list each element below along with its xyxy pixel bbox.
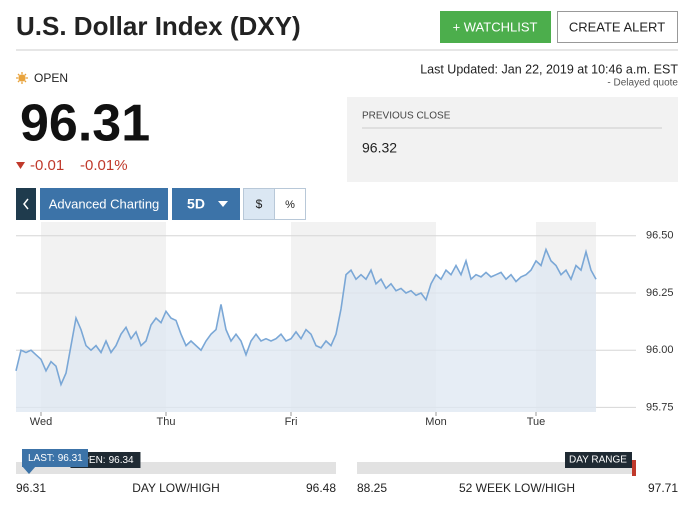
last-value: 96.31 bbox=[58, 453, 83, 464]
last-pointer bbox=[22, 466, 36, 474]
change: -0.01 bbox=[30, 157, 64, 174]
advanced-charting-button[interactable]: Advanced Charting bbox=[40, 188, 168, 220]
previous-close-value: 96.32 bbox=[362, 140, 397, 156]
week52-label: 52 WEEK LOW/HIGH bbox=[459, 481, 575, 495]
button-label: + WATCHLIST bbox=[453, 19, 538, 34]
y-tick-label: 96.00 bbox=[646, 344, 674, 356]
x-tick-label: Tue bbox=[527, 416, 546, 428]
button-label: 5D bbox=[187, 196, 205, 212]
day-range-flag-label: DAY RANGE bbox=[569, 455, 627, 466]
range-dropdown[interactable]: 5D bbox=[172, 188, 240, 220]
button-bg bbox=[172, 188, 240, 220]
day-low: 96.31 bbox=[16, 481, 46, 495]
button-label: Advanced Charting bbox=[49, 196, 160, 211]
create-alert-button[interactable]: CREATE ALERT bbox=[557, 11, 678, 43]
button-label: $ bbox=[256, 197, 263, 211]
delayed: - Delayed quote bbox=[607, 78, 678, 89]
ranges: 96.31 DAY LOW/HIGH 96.48 88.25 52 WEEK L… bbox=[16, 449, 678, 495]
x-tick-label: Mon bbox=[425, 416, 446, 428]
x-tick-label: Wed bbox=[30, 416, 52, 428]
open-value: 96.34 bbox=[109, 455, 134, 466]
button-label: % bbox=[285, 199, 295, 211]
button-bg bbox=[440, 11, 551, 43]
last-flag bbox=[22, 449, 88, 467]
market-status: OPEN bbox=[34, 71, 68, 85]
y-tick-label: 96.25 bbox=[646, 287, 674, 299]
button-bg bbox=[40, 188, 168, 220]
previous-close-label: PREVIOUS CLOSE bbox=[362, 111, 451, 122]
button-bg bbox=[557, 11, 678, 43]
last-updated: Last Updated: Jan 22, 2019 at 10:46 a.m.… bbox=[420, 62, 678, 76]
last-label: LAST: bbox=[28, 453, 55, 464]
percent-toggle[interactable]: % bbox=[274, 188, 306, 220]
day-high: 96.48 bbox=[306, 481, 336, 495]
day-range-flag bbox=[565, 452, 632, 468]
button-bg bbox=[274, 188, 306, 220]
watchlist-button[interactable]: + WATCHLIST bbox=[440, 11, 551, 43]
button-bg bbox=[16, 188, 36, 220]
open-flag-label: OPEN: 96.34 bbox=[74, 455, 134, 466]
change-percent: -0.01% bbox=[80, 157, 128, 174]
y-tick-label: 96.50 bbox=[646, 230, 674, 242]
week52-high: 97.71 bbox=[648, 481, 678, 495]
y-tick-label: 95.75 bbox=[646, 401, 674, 413]
down-arrow bbox=[16, 162, 25, 169]
caret bbox=[218, 201, 228, 207]
x-tick-label: Thu bbox=[157, 416, 176, 428]
button-bg bbox=[243, 188, 275, 220]
sun-icon bbox=[16, 72, 28, 84]
previous-close-box bbox=[347, 97, 678, 182]
last-flag-label: LAST: 96.31 bbox=[28, 453, 83, 464]
chart: 95.75 96.00 96.25 96.50 Wed Thu Fri Mon Tue bbox=[15, 222, 674, 428]
chevron bbox=[23, 198, 29, 210]
x-tick-label: Fri bbox=[285, 416, 298, 428]
day-range-label: DAY LOW/HIGH bbox=[132, 481, 220, 495]
week52-low: 88.25 bbox=[357, 481, 387, 495]
open-label: OPEN: bbox=[74, 455, 105, 466]
dollar-toggle[interactable]: $ bbox=[243, 188, 275, 220]
back-button[interactable] bbox=[16, 188, 36, 220]
line bbox=[15, 247, 597, 387]
button-label: CREATE ALERT bbox=[569, 19, 665, 34]
day-range-marker bbox=[632, 460, 636, 476]
price: 96.31 bbox=[20, 95, 150, 153]
title: U.S. Dollar Index (DXY) bbox=[16, 11, 301, 41]
